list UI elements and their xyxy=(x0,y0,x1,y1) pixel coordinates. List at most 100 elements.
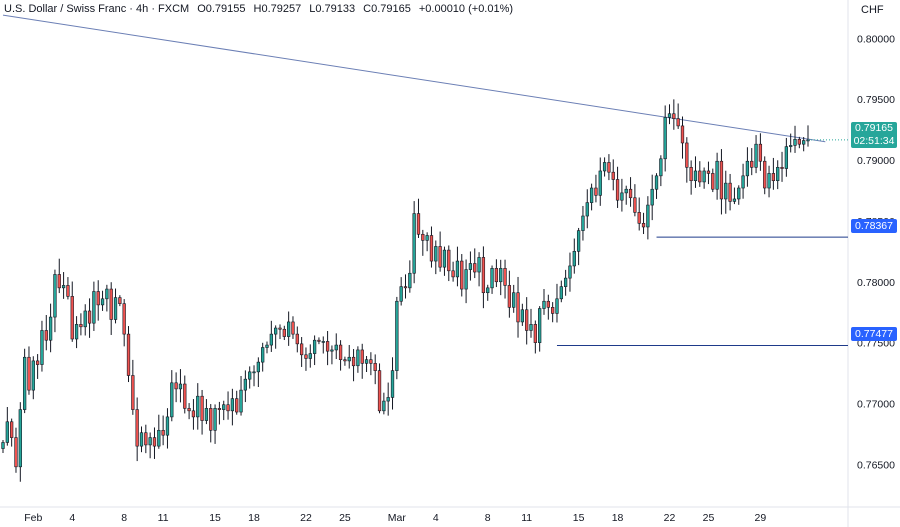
candle-body xyxy=(235,398,239,413)
candle-body xyxy=(18,409,22,468)
candle-body xyxy=(477,257,481,273)
candle-body xyxy=(646,204,650,228)
candle-body xyxy=(460,260,464,290)
candle-body xyxy=(282,328,286,337)
candle-body xyxy=(680,125,685,144)
x-tick-label: 11 xyxy=(158,512,169,524)
candle-body xyxy=(343,359,347,362)
candle-body xyxy=(563,277,568,287)
candle-body xyxy=(486,287,490,294)
candle-body xyxy=(256,361,260,373)
candle-body xyxy=(763,160,767,189)
candle-body xyxy=(750,160,754,168)
candle-body xyxy=(261,347,265,363)
x-tick-label: 4 xyxy=(69,512,75,524)
candle-body xyxy=(494,268,499,283)
candle-body xyxy=(312,339,317,354)
candle-body xyxy=(568,265,572,279)
candle-body xyxy=(403,286,408,289)
x-tick-label: 8 xyxy=(121,512,127,524)
candle-body xyxy=(789,145,793,147)
x-tick-label: 11 xyxy=(521,512,532,524)
candle-body xyxy=(624,188,628,194)
candle-body xyxy=(581,215,585,231)
candle-body xyxy=(83,310,87,328)
candle-body xyxy=(170,382,174,418)
candle-body xyxy=(139,432,144,447)
candle-body xyxy=(252,371,256,374)
candle-body xyxy=(122,303,126,335)
last-price-tag: 0.79165 02:51:34 xyxy=(851,122,897,148)
candle-body xyxy=(507,285,512,308)
candle-body xyxy=(538,308,542,343)
candle-body xyxy=(126,333,131,376)
candle-body xyxy=(451,270,455,278)
candle-body xyxy=(551,307,555,314)
candle-body xyxy=(187,408,191,412)
candle-body xyxy=(386,397,390,402)
candle-body xyxy=(31,360,35,391)
candle-body xyxy=(27,356,31,391)
candle-body xyxy=(542,300,546,309)
candle-body xyxy=(555,298,559,314)
x-tick-label: 8 xyxy=(485,512,491,524)
candle-body xyxy=(321,341,325,343)
x-tick-label: 22 xyxy=(300,512,312,524)
candle-body xyxy=(654,175,659,190)
candle-body xyxy=(447,249,451,272)
y-tick-label: 0.80000 xyxy=(857,33,895,45)
candle-body xyxy=(161,429,165,436)
candle-body xyxy=(667,113,672,118)
candle-body xyxy=(689,167,693,182)
countdown-timer: 02:51:34 xyxy=(853,135,895,147)
candle-body xyxy=(620,192,624,201)
candle-body xyxy=(5,421,9,443)
y-tick-label: 0.79500 xyxy=(857,94,895,106)
level-tag-upper: 0.78367 xyxy=(851,219,897,233)
candle-body xyxy=(217,408,222,410)
candle-body xyxy=(287,321,291,337)
symbol-title[interactable]: U.S. Dollar / Swiss Franc · 4h · FXCM xyxy=(4,3,190,15)
candle-body xyxy=(74,324,79,340)
x-tick-label: 15 xyxy=(573,512,585,524)
candle-body xyxy=(784,146,789,169)
symbol-header: U.S. Dollar / Swiss Franc · 4h · FXCM O0… xyxy=(4,3,513,15)
candle-body xyxy=(351,356,356,367)
candle-body xyxy=(191,410,196,418)
candle-body xyxy=(607,162,611,173)
candle-body xyxy=(226,404,230,412)
candle-body xyxy=(118,297,122,304)
candle-body xyxy=(330,349,334,352)
candle-body xyxy=(325,341,330,352)
candle-body xyxy=(732,198,737,202)
y-tick-label: 0.78000 xyxy=(857,277,895,289)
candle-body xyxy=(53,274,57,318)
candle-body xyxy=(347,356,351,362)
candle-body xyxy=(96,291,100,306)
candle-body xyxy=(468,263,473,270)
x-tick-label: 15 xyxy=(209,512,221,524)
candle-body xyxy=(793,139,797,146)
candle-body xyxy=(148,437,152,446)
x-tick-label: Mar xyxy=(388,512,407,524)
candle-body xyxy=(611,171,615,180)
candle-body xyxy=(274,327,278,335)
candle-body xyxy=(633,197,637,213)
change-value: +0.00010 (+0.01%) xyxy=(418,3,514,15)
x-tick-label: 29 xyxy=(755,512,767,524)
candle-body xyxy=(412,213,416,274)
candle-body xyxy=(79,324,83,328)
candle-body xyxy=(356,349,360,367)
candle-body xyxy=(663,117,667,160)
candle-body xyxy=(512,292,516,308)
candle-body xyxy=(711,173,715,190)
candle-body xyxy=(390,370,395,398)
candle-body xyxy=(209,408,213,431)
candle-body xyxy=(594,187,598,196)
candle-body xyxy=(308,353,312,359)
currency-label[interactable]: CHF xyxy=(861,4,884,16)
candle-body xyxy=(434,246,438,262)
candle-body xyxy=(559,286,563,300)
